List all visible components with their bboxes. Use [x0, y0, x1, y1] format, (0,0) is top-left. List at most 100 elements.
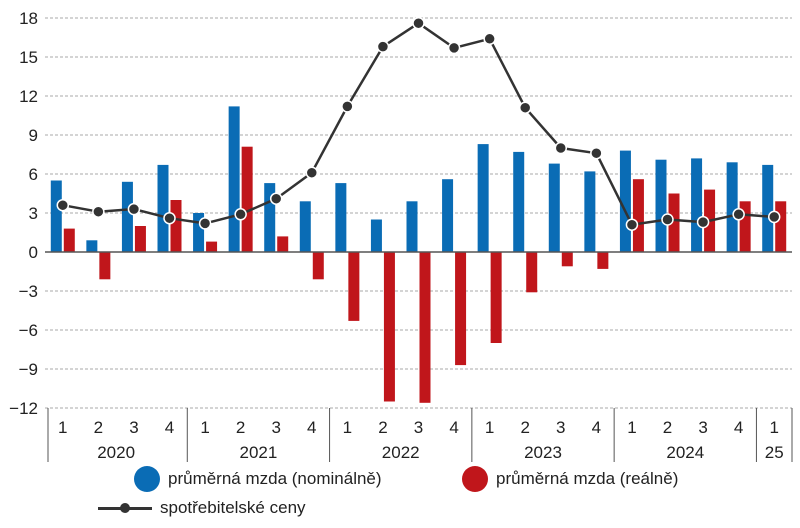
bar-nominal	[406, 201, 418, 252]
legend-item-nominal: průměrná mzda (nominálně)	[134, 466, 382, 492]
cpi-line	[56, 16, 781, 231]
x-tick-label: 3	[129, 418, 138, 437]
x-tick-label: 3	[271, 418, 280, 437]
cpi-point	[198, 217, 212, 230]
y-tick-label: 12	[19, 87, 38, 106]
bar-real	[134, 226, 146, 252]
legend-swatch-real	[462, 466, 488, 492]
bar-nominal	[264, 183, 276, 252]
bar-nominal	[121, 181, 133, 252]
legend-swatch-cpi	[98, 499, 152, 517]
cpi-point	[341, 100, 354, 113]
bar-nominal	[548, 163, 560, 252]
bar-real	[455, 252, 467, 366]
y-tick-label: 3	[29, 204, 38, 223]
bar-real	[597, 252, 609, 269]
legend-item-cpi: spotřebitelské ceny	[98, 498, 306, 518]
x-tick-label: 1	[485, 418, 494, 437]
bar-real	[526, 252, 538, 293]
x-tick-label: 1	[200, 418, 209, 437]
x-year-label: 2021	[240, 443, 278, 462]
x-tick-label: 4	[734, 418, 743, 437]
cpi-point	[483, 32, 496, 46]
cpi-point	[305, 166, 319, 179]
cpi-point	[127, 202, 141, 216]
cpi-line-path	[62, 21, 775, 226]
cpi-point	[92, 205, 105, 218]
bar-real	[490, 252, 502, 343]
bar-real	[775, 201, 787, 252]
legend-swatch-nominal	[134, 466, 160, 492]
x-tick-label: 1	[769, 418, 778, 437]
y-tick-label: 0	[29, 243, 38, 262]
x-tick-label: 4	[165, 418, 174, 437]
bar-real	[632, 179, 644, 252]
cpi-point	[625, 218, 639, 231]
cpi-point	[590, 146, 603, 160]
legend-label-real: průměrná mzda (reálně)	[496, 469, 679, 488]
x-tick-label: 4	[449, 418, 458, 437]
bar-real	[206, 241, 218, 252]
x-tick-label: 2	[94, 418, 103, 437]
bar-nominal	[691, 158, 703, 252]
x-tick-label: 3	[414, 418, 423, 437]
x-tick-label: 4	[307, 418, 316, 437]
bar-nominal	[86, 240, 98, 252]
x-year-label: 2023	[524, 443, 562, 462]
legend-item-real: průměrná mzda (reálně)	[462, 466, 678, 492]
bar-nominal	[477, 144, 489, 252]
bar-nominal	[299, 201, 311, 252]
x-tick-label: 2	[378, 418, 387, 437]
y-tick-label: 9	[29, 126, 38, 145]
bar-real	[277, 236, 289, 252]
bar-nominal	[193, 213, 205, 252]
bar-real	[383, 252, 395, 402]
cpi-point	[376, 40, 390, 53]
bar-nominal	[157, 164, 169, 252]
x-axis-labels: 1 2 3 4 1 2 3 4 1 2 3 4 1 2 3 4 1 2 3 4 1 2020 2021 2022 2023 202…	[58, 418, 784, 462]
bar-real	[668, 193, 680, 252]
x-tick-label: 3	[698, 418, 707, 437]
y-tick-label: −9	[19, 360, 38, 379]
x-tick-label: 1	[343, 418, 352, 437]
x-tick-label: 2	[520, 418, 529, 437]
bar-nominal	[762, 164, 774, 252]
y-tick-label: 15	[19, 48, 38, 67]
cpi-point	[767, 210, 781, 224]
bar-real	[99, 252, 111, 280]
cpi-point	[554, 141, 568, 155]
bar-nominal	[619, 150, 631, 252]
x-year-label: 2024	[666, 443, 704, 462]
bars	[50, 106, 787, 403]
x-year-label: 2022	[382, 443, 420, 462]
cpi-point	[732, 208, 745, 221]
y-tick-label: −3	[19, 282, 38, 301]
cpi-point	[163, 211, 176, 225]
x-year-label: 2020	[97, 443, 135, 462]
y-axis-ticks: 18 15 12 9 6 3 0 −3 −6 −9 −12	[9, 9, 38, 418]
bar-nominal	[655, 159, 667, 252]
bar-nominal	[370, 219, 382, 252]
x-tick-label: 1	[627, 418, 636, 437]
cpi-point	[518, 101, 532, 114]
bar-nominal	[228, 106, 240, 253]
bar-real	[561, 252, 573, 267]
x-tick-label: 2	[236, 418, 245, 437]
cpi-point	[661, 213, 674, 226]
y-tick-label: 6	[29, 165, 38, 184]
x-year-label: 25	[765, 443, 784, 462]
bar-real	[419, 252, 431, 403]
bar-nominal	[726, 162, 738, 252]
x-tick-label: 2	[663, 418, 672, 437]
legend-label-cpi: spotřebitelské ceny	[160, 498, 306, 517]
bar-nominal	[442, 179, 454, 252]
legend-label-nominal: průměrná mzda (nominálně)	[168, 469, 382, 488]
bar-real	[170, 200, 182, 252]
cpi-point	[234, 208, 247, 221]
cpi-point	[56, 198, 70, 212]
bar-nominal	[50, 180, 62, 252]
x-tick-label: 4	[592, 418, 601, 437]
cpi-point	[412, 16, 425, 30]
x-tick-label: 3	[556, 418, 565, 437]
